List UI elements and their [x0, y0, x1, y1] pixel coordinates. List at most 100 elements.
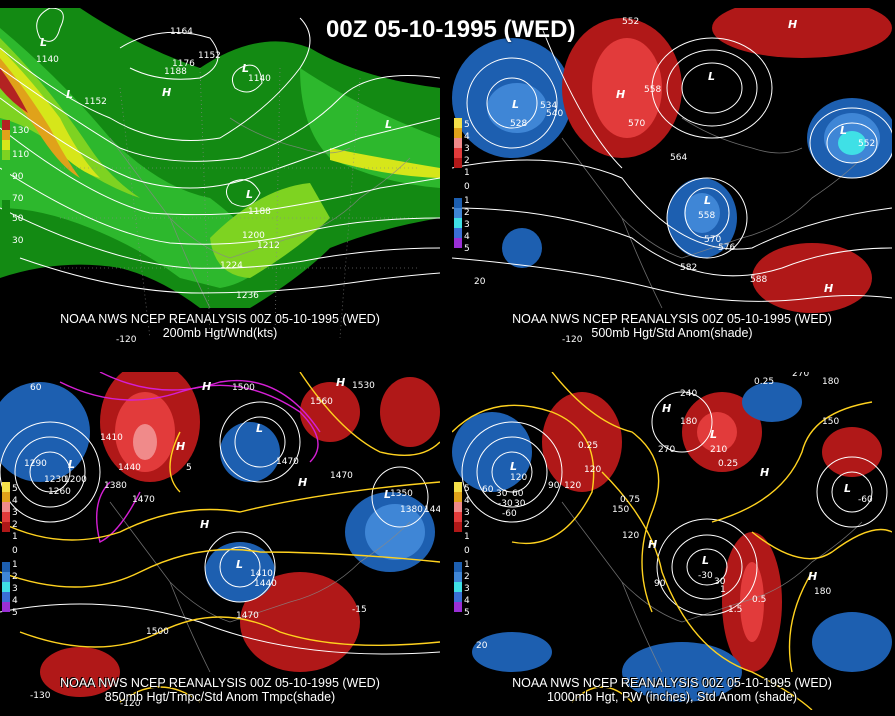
contour-label: 30	[496, 489, 508, 499]
legend-value: 1	[12, 560, 18, 570]
panel-caption-field: 1000mb Hgt, PW (inches), Std Anom (shade…	[546, 690, 798, 704]
legend-value: 2	[464, 520, 470, 530]
contour-label: 1560	[310, 397, 333, 407]
contour-label: 558	[698, 211, 715, 221]
low-center: L	[510, 460, 517, 473]
contour-label: 1440	[424, 505, 440, 515]
legend-value: 2	[12, 572, 18, 582]
contour-label: 1470	[276, 457, 299, 467]
legend-value: 2	[464, 572, 470, 582]
high-center: H	[176, 440, 185, 453]
high-center: H	[616, 88, 625, 101]
low-center: L	[246, 188, 253, 201]
jet-red	[0, 68, 28, 113]
legend-value: 4	[464, 132, 470, 142]
legend-value: 4	[464, 496, 470, 506]
jet-light-green	[0, 38, 140, 198]
high-center: H	[760, 466, 769, 479]
contour-label: 1410	[250, 569, 273, 579]
contour-label: 1164	[170, 27, 193, 37]
panel-500mb: 552 558 570 534 540 528 564 558 570 576 …	[452, 8, 892, 346]
contour-label: 1530	[352, 381, 375, 391]
high-center: H	[824, 282, 833, 295]
high-center: H	[162, 86, 171, 99]
legend-value: 4	[12, 496, 18, 506]
contour-label: 60	[512, 489, 524, 499]
contour-label: 0.75	[620, 495, 640, 505]
contour-label: 576	[718, 243, 735, 253]
legend-value: 5	[12, 484, 18, 494]
contour-label: 0.5	[752, 595, 766, 605]
legend-value: 5	[12, 608, 18, 618]
contour-labels-850mb: 1500 1530 1560 1410 1440 1470 1290 1230 …	[24, 381, 440, 637]
contour-label: 1188	[164, 67, 187, 77]
contour-label: 1140	[36, 55, 59, 65]
contour-label: 1200	[64, 475, 87, 485]
panel-caption-field: 200mb Hgt/Wnd(kts)	[162, 326, 278, 340]
legend-value: 50	[12, 214, 24, 224]
panel-1000mb: 0.25 270 180 240 150 0.25 180 210 270 0.…	[452, 372, 892, 710]
legend-value: 0	[12, 546, 18, 556]
panel-caption-field: 500mb Hgt/Std Anom(shade)	[591, 326, 753, 340]
lon-label: -120	[120, 699, 141, 709]
contour-label: 1440	[254, 579, 277, 589]
contour-label: -30	[698, 571, 713, 581]
contour-label: 5	[186, 463, 192, 473]
contour-label: -15	[352, 605, 367, 615]
contour-label: -30	[498, 499, 513, 509]
contour-label: 0.25	[754, 377, 774, 387]
low-center: L	[242, 62, 249, 75]
legend-value: 70	[12, 194, 24, 204]
contour-label: 564	[670, 153, 687, 163]
contour-label: 1188	[248, 207, 271, 217]
contour-label: 582	[680, 263, 697, 273]
legend-value: 1	[464, 532, 470, 542]
jet-yellow-east	[330, 148, 440, 178]
contour-label: 120	[510, 473, 527, 483]
map-1000mb: 0.25 270 180 240 150 0.25 180 210 270 0.…	[452, 372, 892, 710]
contour-labels-200mb: 1140 1152 1164 1152 1176 1188 1140 1188 …	[36, 27, 280, 301]
lon-label: -120	[116, 335, 137, 345]
contour-label: 570	[628, 119, 645, 129]
legend-value: 5	[464, 484, 470, 494]
contour-label: 120	[564, 481, 581, 491]
contour-label: 534	[540, 101, 557, 111]
high-center: H	[788, 18, 797, 31]
contour-label: 150	[612, 505, 629, 515]
legend-value: 1	[464, 560, 470, 570]
panel-caption-source: NOAA NWS NCEP REANALYSIS 00Z 05-10-1995 …	[60, 676, 380, 690]
contour-label: 1176	[172, 59, 195, 69]
low-center: L	[66, 88, 73, 101]
contour-label: 1470	[236, 611, 259, 621]
legend-value: 90	[12, 172, 24, 182]
pressure-centers-200mb: L L H L L L	[40, 36, 392, 201]
contour-label: 240	[680, 389, 697, 399]
pressure-centers-850mb: H L H L H H L H L	[68, 376, 391, 571]
contour-label: 1500	[146, 627, 169, 637]
low-center: L	[256, 422, 263, 435]
contour-label: 180	[814, 587, 831, 597]
contour-label: 1200	[242, 231, 265, 241]
panel-850mb: 1500 1530 1560 1410 1440 1470 1290 1230 …	[0, 372, 440, 710]
legend-value: 2	[464, 156, 470, 166]
map-500mb: 552 558 570 534 540 528 564 558 570 576 …	[452, 8, 892, 346]
legend-value: 2	[12, 520, 18, 530]
contour-label: 270	[658, 445, 675, 455]
legend-value: 3	[464, 144, 470, 154]
jet-green	[0, 28, 270, 288]
low-center: L	[702, 554, 709, 567]
panel-caption-field: 850mb Hgt/Tmpc/Std Anom Tmpc(shade)	[104, 690, 336, 704]
legend-value: 1	[464, 196, 470, 206]
contour-label: 180	[680, 417, 697, 427]
contour-label: 60	[482, 485, 494, 495]
contour-label: 1500	[232, 383, 255, 393]
high-center: H	[648, 538, 657, 551]
legend-value: 130	[12, 126, 30, 136]
high-center: H	[808, 570, 817, 583]
legend-value: 4	[12, 596, 18, 606]
legend-value: 3	[464, 508, 470, 518]
high-center: H	[662, 402, 671, 415]
legend-value: 1	[12, 532, 18, 542]
legend-value: 4	[464, 232, 470, 242]
legend-value: 2	[464, 208, 470, 218]
